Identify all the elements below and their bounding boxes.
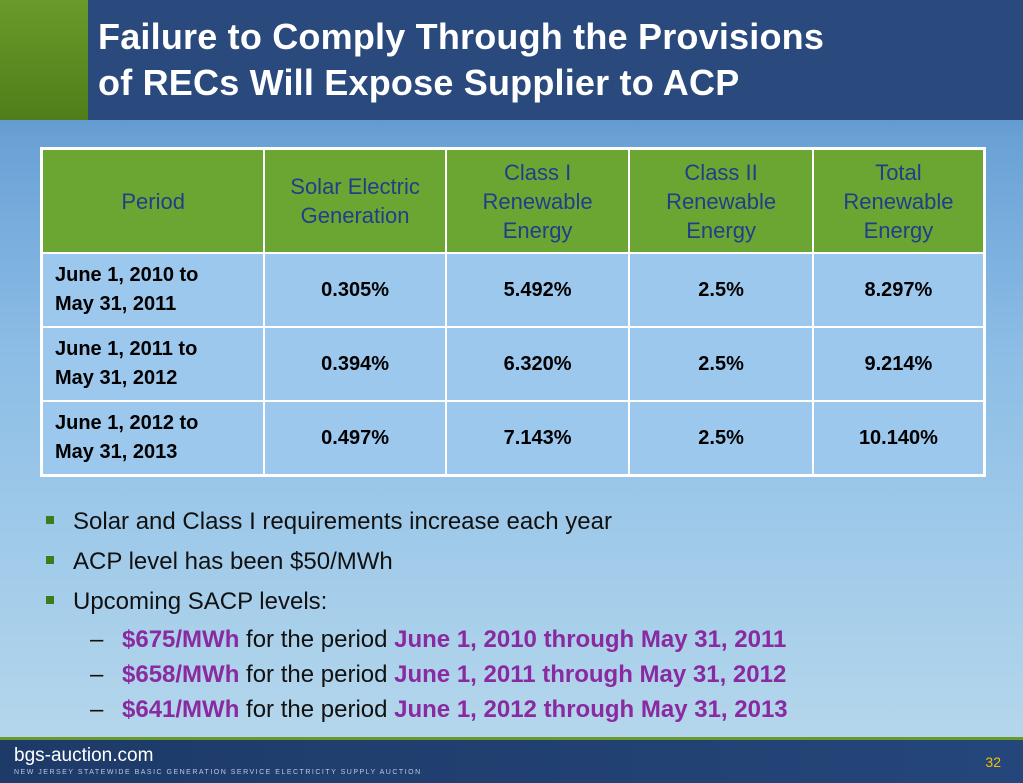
dash-bullet-icon: – xyxy=(90,661,104,688)
period-cell: June 1, 2010 to May 31, 2011 xyxy=(40,252,266,328)
total-cell: 8.297% xyxy=(811,252,986,328)
class-2-cell: 2.5% xyxy=(628,400,814,477)
bullet-item: Solar and Class I requirements increase … xyxy=(44,502,1004,542)
class-1-cell: 7.143% xyxy=(444,400,631,477)
table-row: June 1, 2012 to May 31, 2013 0.497% 7.143… xyxy=(40,400,986,477)
header-solar: Solar Electric Generation xyxy=(263,147,447,254)
slide-title: Failure to Comply Through the Provisions… xyxy=(98,14,1013,106)
green-accent-block xyxy=(0,0,88,120)
bullet-item: ACP level has been $50/MWh xyxy=(44,542,1004,582)
class-1-cell: 6.320% xyxy=(444,326,631,402)
table-row: June 1, 2011 to May 31, 2012 0.394% 6.320… xyxy=(40,326,986,402)
square-bullet-icon xyxy=(46,596,54,604)
solar-cell: 0.394% xyxy=(263,326,447,402)
solar-cell: 0.305% xyxy=(263,252,447,328)
table-row: June 1, 2010 to May 31, 2011 0.305% 5.492… xyxy=(40,252,986,328)
solar-cell: 0.497% xyxy=(263,400,447,477)
class-1-cell: 5.492% xyxy=(444,252,631,328)
footer-brand: bgs-auction.com xyxy=(14,745,154,766)
title-line-1: Failure to Comply Through the Provisions xyxy=(98,16,825,57)
square-bullet-icon xyxy=(46,516,54,524)
header-period: Period xyxy=(40,147,266,254)
class-2-cell: 2.5% xyxy=(628,326,814,402)
bullet-item: Upcoming SACP levels: xyxy=(44,582,1004,622)
total-cell: 10.140% xyxy=(811,400,986,477)
class-2-cell: 2.5% xyxy=(628,252,814,328)
title-bar: Failure to Comply Through the Provisions… xyxy=(0,0,1023,120)
dash-bullet-icon: – xyxy=(90,626,104,653)
title-line-2: of RECs Will Expose Supplier to ACP xyxy=(98,62,740,103)
dash-bullet-icon: – xyxy=(90,696,104,723)
bullet-list: Solar and Class I requirements increase … xyxy=(44,502,1004,727)
square-bullet-icon xyxy=(46,556,54,564)
header-class-2: Class II Renewable Energy xyxy=(628,147,814,254)
header-class-1: Class I Renewable Energy xyxy=(444,147,631,254)
footer-bar: bgs-auction.com NEW JERSEY STATEWIDE BAS… xyxy=(0,737,1023,783)
sub-bullet-item: – $658/MWh for the period June 1, 2011 th… xyxy=(44,657,1004,692)
sub-bullet-item: – $641/MWh for the period June 1, 2012 th… xyxy=(44,692,1004,727)
header-total: Total Renewable Energy xyxy=(811,147,986,254)
sub-bullet-item: – $675/MWh for the period June 1, 2010 th… xyxy=(44,622,1004,657)
total-cell: 9.214% xyxy=(811,326,986,402)
page-number: 32 xyxy=(985,754,1001,770)
period-cell: June 1, 2011 to May 31, 2012 xyxy=(40,326,266,402)
period-cell: June 1, 2012 to May 31, 2013 xyxy=(40,400,266,477)
footer-tagline: NEW JERSEY STATEWIDE BASIC GENERATION SE… xyxy=(14,769,422,776)
